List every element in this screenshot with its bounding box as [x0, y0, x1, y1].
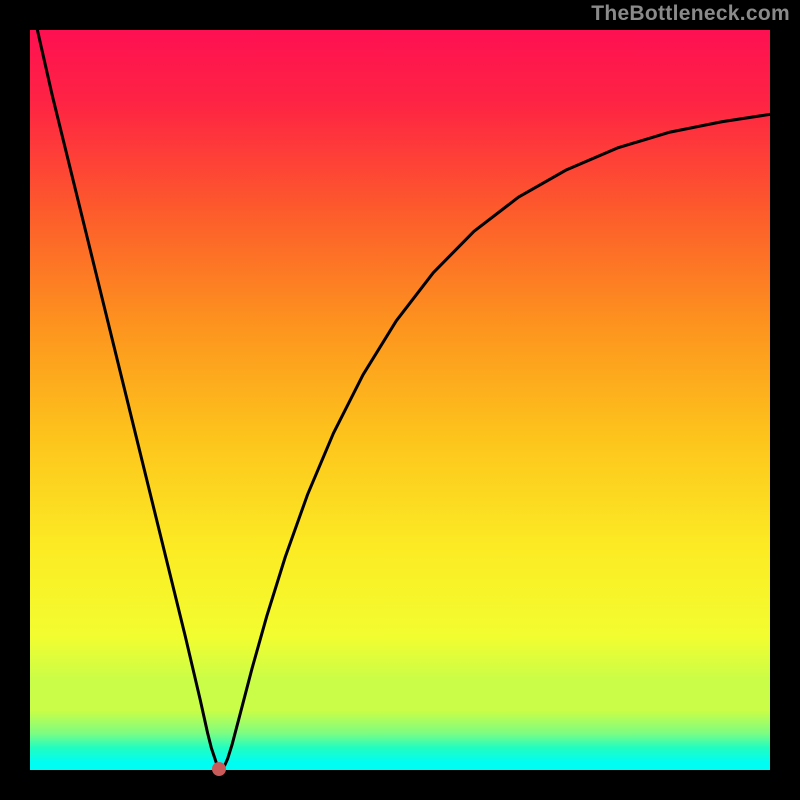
plot-background [30, 30, 770, 770]
chart-frame: TheBottleneck.com [0, 0, 800, 800]
plot-area [30, 30, 770, 770]
optimum-marker [212, 762, 226, 776]
watermark-text: TheBottleneck.com [591, 2, 790, 26]
